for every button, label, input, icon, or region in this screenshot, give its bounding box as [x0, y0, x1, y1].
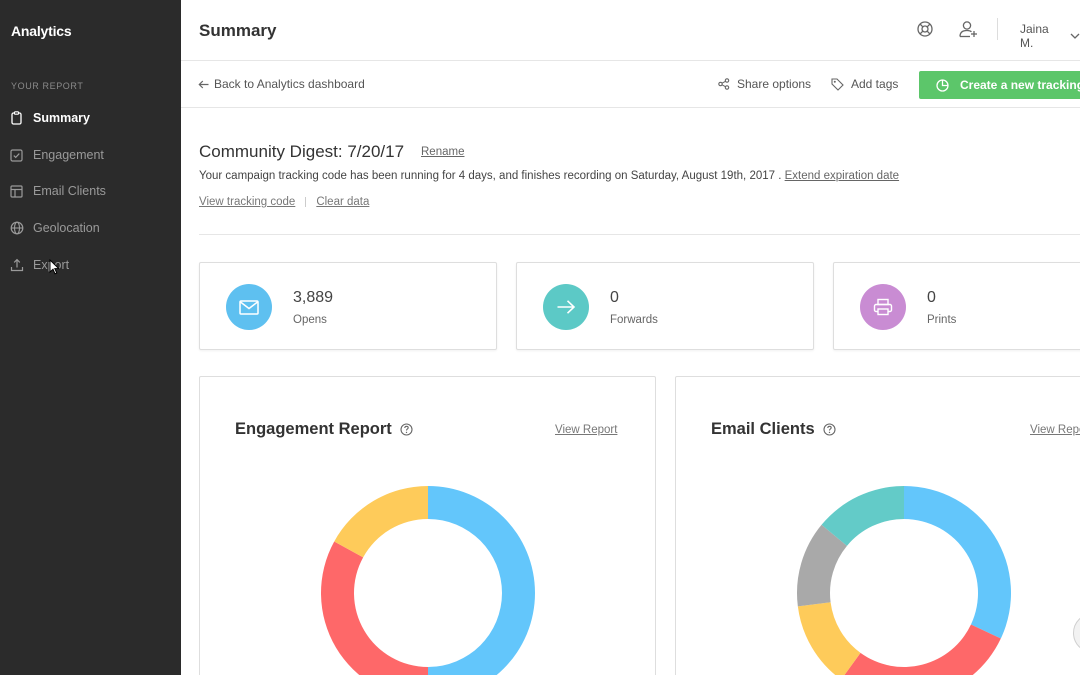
sidebar-item-label: Email Clients — [33, 184, 106, 198]
email-clients-segment-4[interactable] — [821, 486, 904, 546]
sidebar-item-label: Geolocation — [33, 221, 100, 235]
section-label: YOUR REPORT — [11, 81, 84, 91]
sidebar: Analytics YOUR REPORT Summary Engagement… — [0, 0, 181, 675]
email-clients-report-card: Email Clients View Report — [675, 376, 1080, 675]
stat-value: 0 — [927, 289, 936, 306]
back-to-dashboard-link[interactable]: Back to Analytics dashboard — [198, 77, 365, 91]
stat-label: Prints — [927, 314, 957, 326]
arrow-right-icon — [543, 284, 589, 330]
report-title-row: Engagement Report — [235, 420, 413, 439]
arrow-left-icon — [198, 80, 209, 89]
report-title-row: Email Clients — [711, 420, 836, 439]
sidebar-item-summary[interactable]: Summary — [0, 106, 181, 130]
user-menu[interactable]: Jaina M. — [1020, 22, 1080, 50]
extend-expiration-link[interactable]: Extend expiration date — [784, 170, 900, 182]
sidebar-item-engagement[interactable]: Engagement — [0, 143, 181, 167]
campaign-description: Your campaign tracking code has been run… — [199, 170, 899, 182]
page-title: Summary — [199, 21, 277, 40]
share-icon — [718, 78, 730, 90]
globe-icon — [10, 221, 32, 235]
add-tags-button[interactable]: Add tags — [831, 77, 898, 91]
help-circle-icon[interactable] — [823, 423, 836, 436]
sidebar-item-geolocation[interactable]: Geolocation — [0, 216, 181, 240]
user-name: Jaina M. — [1020, 22, 1049, 50]
divider — [305, 197, 307, 207]
help-icon[interactable] — [916, 20, 934, 43]
add-tags-label: Add tags — [851, 77, 899, 91]
stat-label: Forwards — [610, 314, 658, 326]
check-square-icon — [10, 148, 32, 162]
chevron-down-icon — [1070, 33, 1080, 39]
email-clients-segment-2[interactable] — [797, 602, 861, 675]
clear-data-link[interactable]: Clear data — [316, 196, 370, 208]
campaign-description-text: Your campaign tracking code has been run… — [199, 170, 782, 182]
stat-value: 0 — [610, 289, 619, 306]
clipboard-icon — [10, 111, 32, 125]
stat-card-prints: 0 Prints — [833, 262, 1080, 350]
view-report-link[interactable]: View Report — [1030, 424, 1080, 436]
toolbar: Back to Analytics dashboard Share option… — [181, 61, 1080, 108]
mouse-pointer-icon — [49, 258, 61, 280]
section-divider — [199, 234, 1080, 235]
stat-card-forwards: 0 Forwards — [516, 262, 814, 350]
sidebar-item-label: Summary — [33, 111, 90, 125]
email-clients-segment-3[interactable] — [797, 524, 847, 607]
stat-value: 3,889 — [293, 289, 334, 306]
share-options-label: Share options — [737, 77, 812, 91]
create-tracking-code-button[interactable]: Create a new tracking code — [919, 71, 1080, 99]
app-title: Analytics — [11, 23, 72, 39]
mail-icon — [226, 284, 272, 330]
upload-icon — [10, 258, 32, 272]
email-clients-segment-1[interactable] — [841, 624, 1001, 675]
engagement-donut-chart — [321, 486, 535, 675]
campaign-actions: View tracking code Clear data — [199, 196, 369, 208]
stat-label: Opens — [293, 314, 327, 326]
report-title: Engagement Report — [235, 420, 392, 438]
campaign-title: Community Digest: 7/20/17 — [199, 142, 405, 161]
layout-icon — [10, 184, 32, 198]
help-circle-icon[interactable] — [400, 423, 413, 436]
add-user-icon[interactable] — [958, 20, 978, 43]
share-options-button[interactable]: Share options — [718, 77, 811, 91]
back-link-label: Back to Analytics dashboard — [214, 77, 365, 91]
view-report-link[interactable]: View Report — [555, 424, 618, 436]
engagement-report-card: Engagement Report View Report — [199, 376, 656, 675]
pie-chart-icon — [936, 78, 949, 92]
sidebar-item-email-clients[interactable]: Email Clients — [0, 179, 181, 203]
create-button-label: Create a new tracking code — [960, 78, 1080, 92]
email-clients-donut-chart — [797, 486, 1011, 675]
view-tracking-code-link[interactable]: View tracking code — [199, 196, 296, 208]
header-bar: Summary Jaina M. — [181, 0, 1080, 61]
tag-icon — [831, 77, 844, 91]
header-divider — [997, 18, 998, 40]
sidebar-item-export[interactable]: Export — [0, 253, 181, 277]
engagement-segment-2[interactable] — [334, 486, 428, 558]
stat-card-opens: 3,889 Opens — [199, 262, 497, 350]
sidebar-item-label: Engagement — [33, 148, 104, 162]
engagement-segment-1[interactable] — [321, 541, 428, 675]
rename-link[interactable]: Rename — [421, 146, 465, 158]
email-clients-segment-0[interactable] — [904, 486, 1011, 639]
printer-icon — [860, 284, 906, 330]
engagement-segment-0[interactable] — [428, 486, 535, 675]
report-title: Email Clients — [711, 420, 815, 438]
